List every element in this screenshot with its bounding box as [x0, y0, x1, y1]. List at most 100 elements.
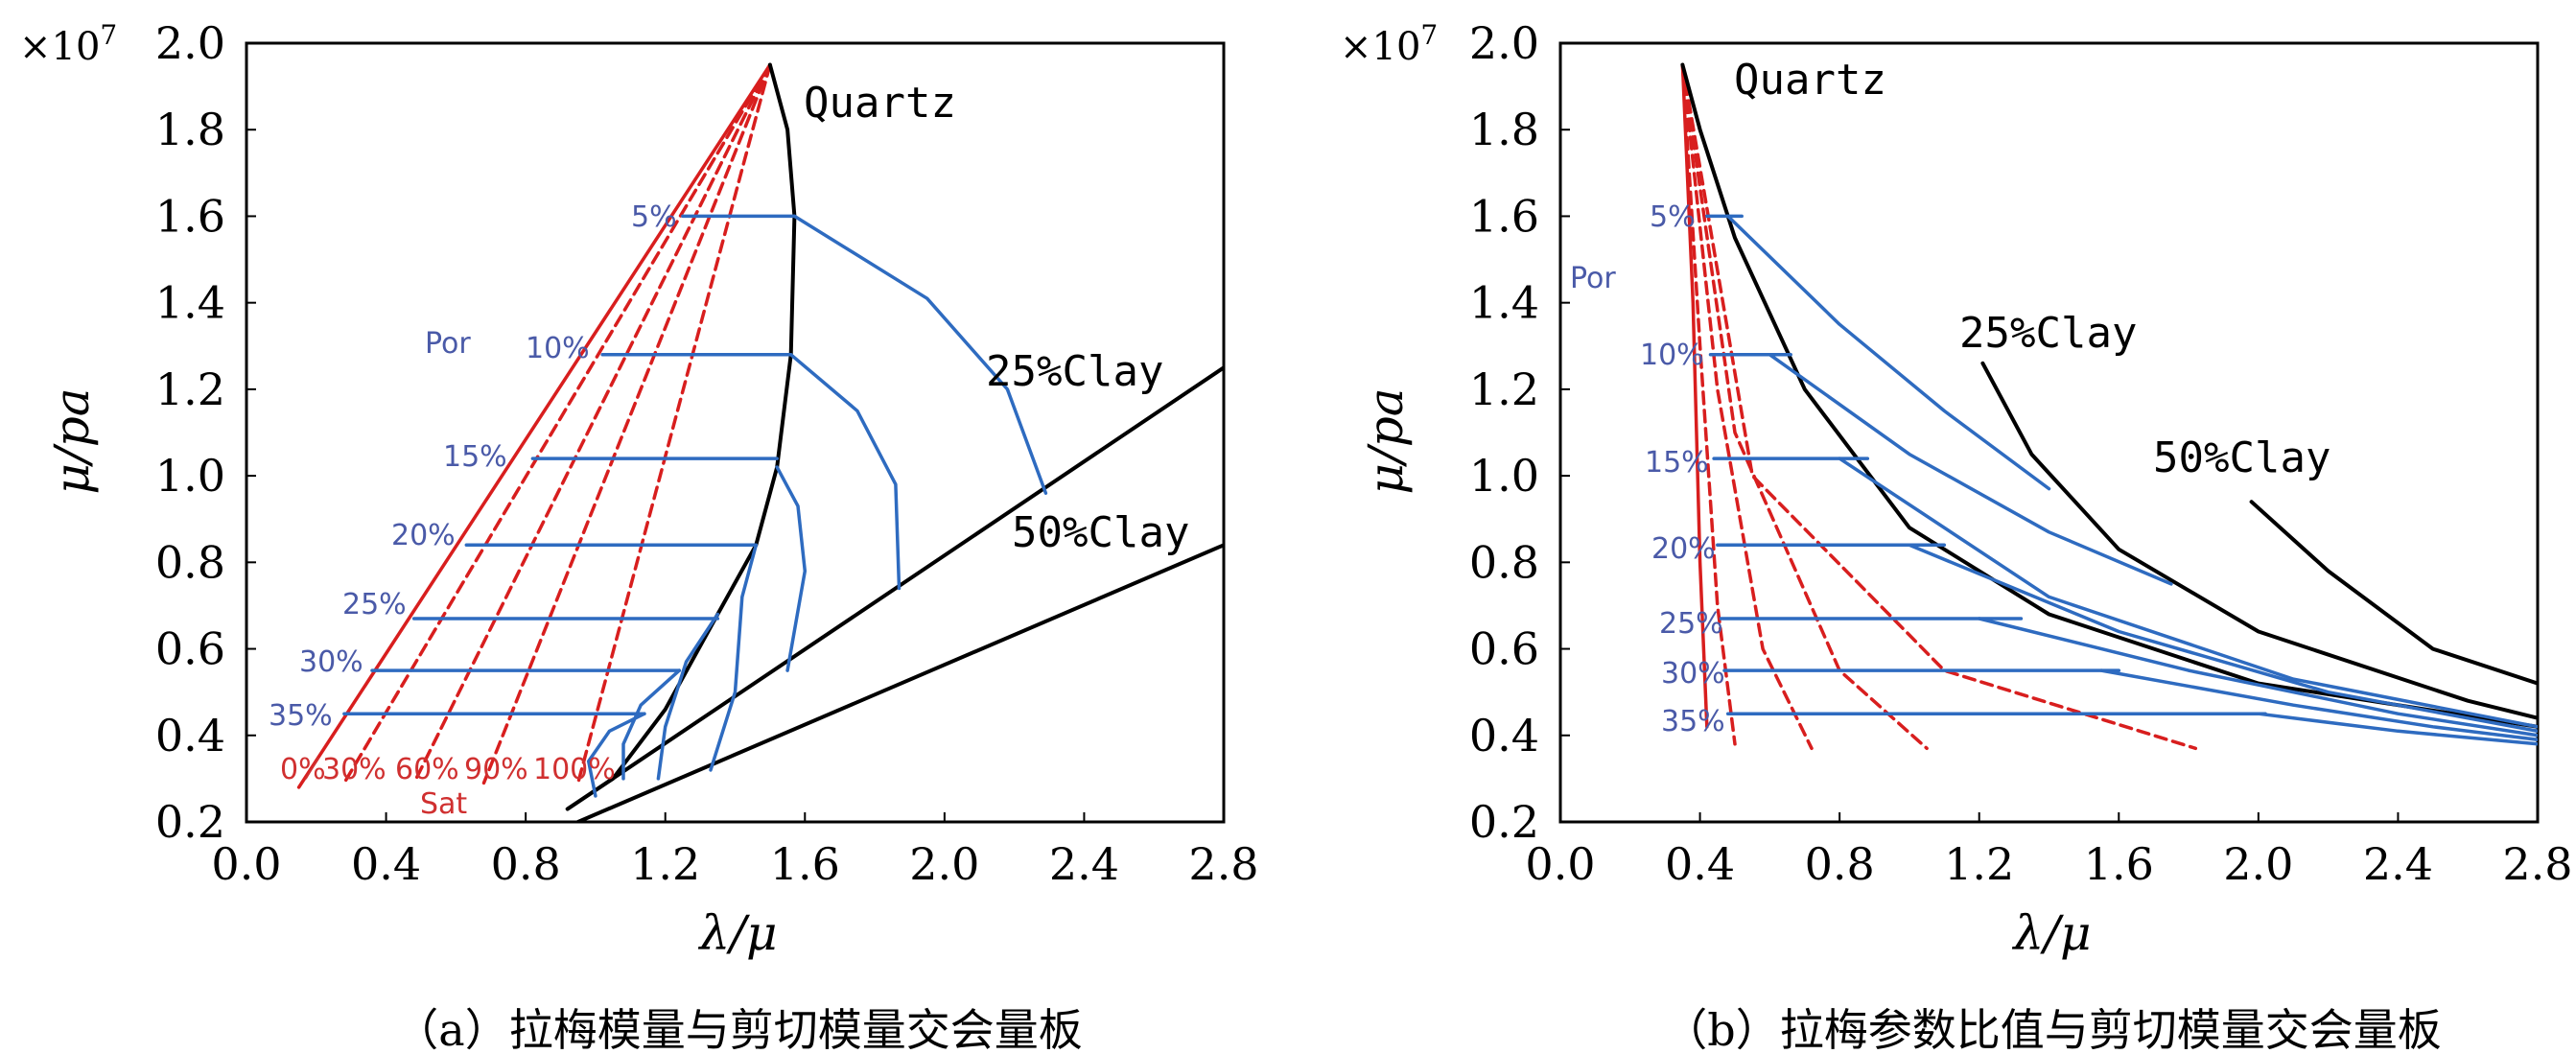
series-line-b-10: [1768, 353, 2173, 586]
y-tick-label-b-0: 0.2: [1469, 796, 1539, 848]
y-tick-label-a-7: 1.6: [155, 190, 225, 242]
series-line-b-14: [2099, 668, 2538, 742]
sat-label-a-60: 60%: [395, 753, 459, 786]
porosity-label-a-20: 20%: [391, 519, 456, 552]
y-tick-label-b-6: 1.4: [1469, 277, 1539, 329]
clay25-label-a: 25%Clay: [986, 347, 1163, 396]
series-line-b-1: [1680, 62, 1709, 729]
panel-a: 0.0 0.4 0.8 1.2 1.6 2.0 2.4 2.8 0.2 0.4 0.6 0.8 1.0 1…: [19, 17, 1259, 1054]
y-tick-label-a-6: 1.4: [155, 277, 225, 329]
x-tick-label-a-0: 0.0: [211, 838, 281, 890]
y-tick-label-a-2: 0.6: [155, 623, 225, 675]
clay50-label-b: 50%Clay: [2153, 433, 2330, 482]
sat-label-a-100: 100%: [533, 753, 616, 786]
porosity-label-b-15: 15%: [1645, 446, 1709, 480]
series-line-b-8: [2249, 500, 2538, 686]
ticks-a: 0.0 0.4 0.8 1.2 1.6 2.0 2.4 2.8 0.2 0.4 0.6 0.8 1.0 1…: [155, 17, 1259, 890]
y-exponent-a: ×107: [19, 19, 117, 69]
porosity-label-b-25: 25%: [1659, 607, 1723, 641]
x-tick-label-b-4: 1.6: [2084, 838, 2154, 890]
porosity-label-a-5: 5%: [631, 200, 677, 234]
series-line-b-15: [2257, 712, 2538, 746]
y-tick-label-b-4: 1.0: [1469, 450, 1539, 502]
x-tick-label-a-4: 1.6: [770, 838, 840, 890]
x-tick-label-a-6: 2.4: [1049, 838, 1119, 890]
y-tick-label-b-8: 1.8: [1469, 104, 1539, 155]
porosity-label-a-25: 25%: [342, 588, 407, 621]
porosity-label-b-5: 5%: [1650, 200, 1696, 234]
caption-a: （a）拉梅模量与剪切模量交会量板: [394, 1004, 1082, 1054]
y-tick-label-b-2: 0.6: [1469, 623, 1539, 675]
x-tick-label-a-1: 0.4: [351, 838, 421, 890]
series-line-a-12: [709, 543, 759, 772]
series-line-a-7: [565, 365, 1224, 811]
y-tick-label-b-7: 1.6: [1469, 190, 1539, 242]
series-line-a-13: [656, 612, 720, 781]
series-line-a-11: [775, 465, 808, 672]
porosity-label-a-35: 35%: [269, 699, 333, 733]
y-tick-label-b-5: 1.2: [1469, 363, 1539, 415]
x-tick-label-b-3: 1.2: [1944, 838, 2014, 890]
quartz-label-a: Quartz: [804, 79, 956, 128]
x-tick-label-b-7: 2.8: [2502, 838, 2572, 890]
sat-label-a: Sat: [420, 787, 467, 821]
y-tick-label-b-9: 2.0: [1469, 17, 1539, 69]
y-tick-label-a-1: 0.4: [155, 710, 225, 761]
porosity-label-b-20: 20%: [1651, 532, 1716, 566]
x-tick-label-a-2: 0.8: [491, 838, 561, 890]
ticks-b: 0.0 0.4 0.8 1.2 1.6 2.0 2.4 2.8 0.2 0.4 0.6 0.8 1.0 1…: [1469, 17, 2573, 890]
plot-frame-b: [1558, 41, 2540, 824]
x-tick-label-b-6: 2.4: [2363, 838, 2433, 890]
series-line-b-12: [1908, 543, 2538, 734]
series-line-a-8: [575, 543, 1224, 822]
series-line-b-2: [1680, 62, 1737, 746]
series-line-b-4: [1680, 62, 1929, 751]
x-tick-label-b-1: 0.4: [1665, 838, 1735, 890]
clay25-label-b: 25%Clay: [1959, 309, 2137, 358]
series-group-a: [296, 62, 1224, 822]
porosity-label-a-10: 10%: [526, 332, 590, 365]
sat-label-a-90: 90%: [464, 753, 528, 786]
x-tick-label-a-3: 1.2: [630, 838, 700, 890]
series-group-b: [1680, 62, 2538, 751]
series-line-b-3: [1680, 62, 1814, 751]
x-axis-label-a: λ/μ: [697, 905, 777, 961]
por-label-a: Por: [425, 327, 471, 361]
series-line-a-14: [621, 668, 682, 781]
y-tick-label-b-1: 0.4: [1469, 710, 1539, 761]
porosity-label-b-30: 30%: [1661, 657, 1725, 691]
panel-b: 0.0 0.4 0.8 1.2 1.6 2.0 2.4 2.8 0.2 0.4 0.6 0.8 1.0 1…: [1340, 17, 2573, 1054]
y-axis-label-b: μ/pa: [1358, 387, 1414, 494]
y-axis-label-a: μ/pa: [44, 387, 100, 494]
series-line-a-3: [411, 62, 772, 785]
series-line-b-7: [1980, 361, 2538, 720]
series-line-b-9: [1725, 214, 2051, 491]
x-tick-label-b-0: 0.0: [1525, 838, 1595, 890]
series-line-a-15: [586, 712, 646, 798]
y-tick-label-a-8: 1.8: [155, 104, 225, 155]
series-line-b-11: [1838, 457, 2538, 729]
series-line-a-2: [342, 62, 772, 785]
y-tick-label-a-9: 2.0: [155, 17, 225, 69]
porosity-label-b-35: 35%: [1661, 705, 1725, 738]
series-line-a-10: [788, 353, 902, 591]
clay50-label-a: 50%Clay: [1012, 508, 1189, 557]
y-tick-label-a-3: 0.8: [155, 536, 225, 588]
x-tick-label-a-5: 2.0: [909, 838, 979, 890]
series-line-a-1: [296, 62, 772, 789]
series-line-b-13: [1977, 617, 2538, 738]
x-axis-label-b: λ/μ: [2011, 905, 2091, 961]
sat-label-a-0: 0%: [280, 753, 326, 786]
x-tick-label-b-5: 2.0: [2223, 838, 2293, 890]
y-tick-label-a-5: 1.2: [155, 363, 225, 415]
plot-frame-a: [245, 41, 1226, 824]
series-line-a-5: [575, 62, 772, 785]
caption-b: （b）拉梅参数比值与剪切模量交会量板: [1663, 1004, 2441, 1054]
series-line-a-9: [792, 214, 1048, 495]
x-tick-label-b-2: 0.8: [1805, 838, 1875, 890]
porosity-label-a-15: 15%: [443, 440, 507, 474]
y-tick-label-a-4: 1.0: [155, 450, 225, 502]
x-tick-label-a-7: 2.8: [1188, 838, 1258, 890]
porosity-label-a-30: 30%: [299, 645, 363, 679]
